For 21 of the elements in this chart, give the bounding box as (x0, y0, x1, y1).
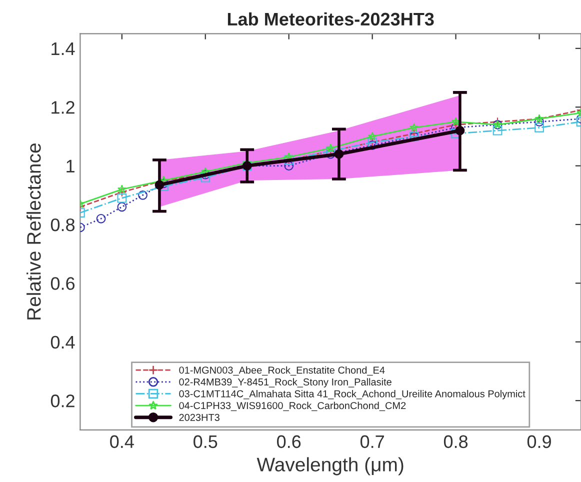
y-tick-label: 1.2 (52, 101, 74, 114)
x-tick-label: 0.7 (360, 435, 384, 448)
y-tick-label: 0.8 (50, 218, 75, 232)
x-tick-label: 0.9 (527, 435, 551, 448)
x-tick-label: 0.6 (277, 435, 301, 448)
y-tick-label: 0.6 (50, 277, 75, 290)
x-tick-label: 0.5 (194, 435, 218, 448)
y-tick-label: 1.4 (52, 42, 75, 55)
legend-label: 02-R4MB39_Y-8451_Rock_Stony Iron_Pallasite (179, 378, 392, 388)
x-tick-label: 0.8 (444, 435, 468, 448)
legend-label: 2023HT3 (179, 414, 220, 421)
legend-label: 01-MGN003_Abee_Rock_Enstatite Chond_E4 (179, 366, 385, 376)
y-tick-label: 1 (66, 160, 74, 172)
legend-label: 03-C1MT114C_Almahata Sitta 41_Rock_Achond_Ureilite Anomalous Polymict (179, 390, 526, 400)
legend-label: 04-C1PH33_WIS91600_Rock_CarbonChond_CM2 (179, 402, 406, 412)
y-tick-label: 0.4 (50, 336, 75, 349)
x-axis-title: Wavelength (μm) (256, 457, 404, 476)
y-axis-title: Relative Reflectance (26, 144, 41, 320)
x-tick-label: 0.4 (110, 435, 134, 448)
chart-title: Lab Meteorites-2023HT3 (228, 12, 434, 26)
y-tick-label: 0.2 (50, 394, 74, 408)
